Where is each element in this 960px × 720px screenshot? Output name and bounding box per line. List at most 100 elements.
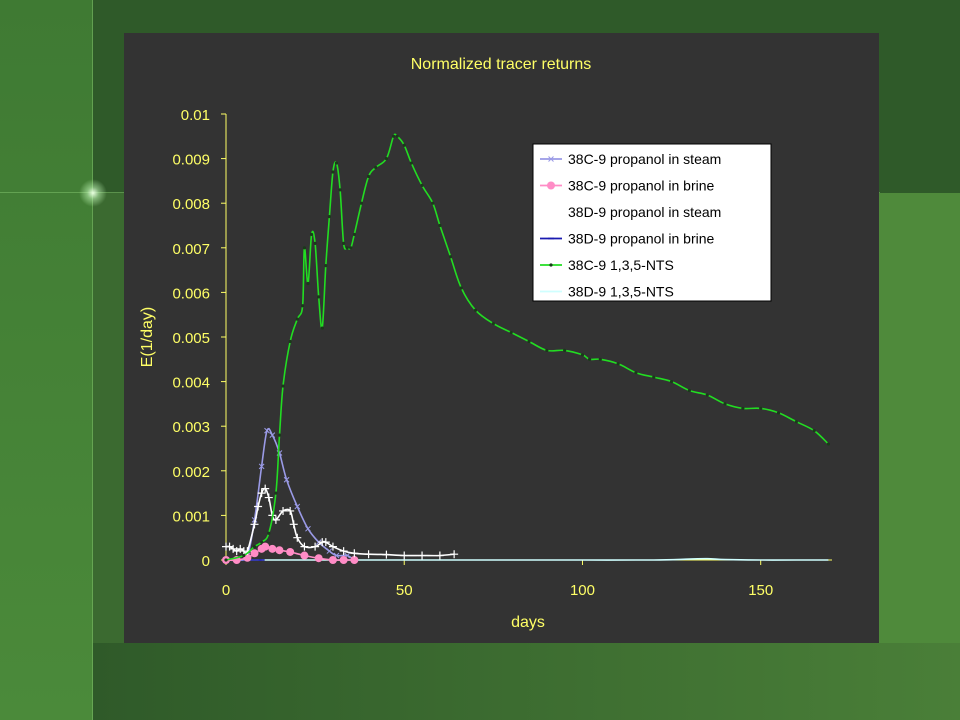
data-point-marker <box>812 429 816 433</box>
data-point-marker <box>826 442 831 446</box>
data-point-marker <box>279 506 288 515</box>
data-point-marker <box>545 348 549 352</box>
data-point-marker <box>252 545 257 549</box>
data-point-marker <box>549 263 553 267</box>
data-point-marker <box>331 170 335 174</box>
data-point-marker <box>264 493 273 502</box>
data-point-marker <box>420 183 424 187</box>
legend-label: 38D-9 propanol in steam <box>568 204 721 220</box>
data-point-marker <box>588 357 592 361</box>
data-point-marker <box>345 246 349 250</box>
data-point-marker <box>257 489 266 498</box>
data-point-marker <box>295 317 299 321</box>
data-point-marker <box>395 134 399 138</box>
y-axis-label: E(1/day) <box>139 307 156 367</box>
data-point-marker <box>547 181 555 190</box>
data-point-marker <box>359 201 364 205</box>
data-point-marker <box>350 556 359 564</box>
background-bottom-band <box>93 643 960 720</box>
data-point-marker <box>794 420 798 424</box>
data-point-marker <box>402 143 406 147</box>
data-point-marker <box>313 241 317 245</box>
decorative-glint <box>79 179 107 207</box>
data-point-marker <box>418 551 427 560</box>
data-point-marker <box>687 388 692 393</box>
series-line <box>226 557 829 561</box>
data-point-marker <box>598 357 602 361</box>
y-tick-label: 0.002 <box>172 464 210 481</box>
x-tick-label: 150 <box>748 582 773 599</box>
data-point-marker <box>283 476 290 483</box>
y-tick-label: 0.007 <box>172 241 210 258</box>
legend-label: 38D-9 1,3,5-NTS <box>568 284 674 300</box>
x-tick-label: 100 <box>570 582 595 599</box>
data-point-marker <box>382 550 391 559</box>
data-point-marker <box>305 525 311 532</box>
legend-label: 38C-9 propanol in steam <box>568 151 721 167</box>
data-point-marker <box>317 295 321 299</box>
data-point-marker <box>314 554 323 563</box>
series-layer <box>222 133 831 564</box>
data-point-marker <box>277 433 282 437</box>
data-point-marker <box>339 547 348 556</box>
data-point-marker <box>281 384 285 388</box>
y-tick-label: 0 <box>202 553 210 570</box>
data-point-marker <box>527 339 531 344</box>
legend-label: 38D-9 propanol in brine <box>568 231 715 247</box>
data-point-marker <box>271 515 280 524</box>
legend-label: 38C-9 propanol in brine <box>568 178 715 194</box>
data-point-marker <box>448 255 453 259</box>
x-tick-label: 50 <box>396 582 413 599</box>
x-axis-label: days <box>511 614 545 631</box>
series-1 <box>222 542 359 564</box>
data-point-marker <box>364 550 373 559</box>
data-point-marker <box>391 134 396 138</box>
data-point-marker <box>300 551 309 560</box>
data-point-marker <box>289 520 298 529</box>
data-point-marker <box>328 556 337 564</box>
data-point-marker <box>326 548 333 554</box>
data-point-marker <box>261 542 270 551</box>
y-tick-label: 0.006 <box>172 285 210 302</box>
data-point-marker <box>563 348 567 352</box>
decorative-vertical-line <box>92 0 93 720</box>
data-point-marker <box>274 491 278 495</box>
data-point-marker <box>548 156 554 162</box>
data-point-marker <box>634 371 638 375</box>
data-point-marker <box>400 551 409 560</box>
data-point-marker <box>450 550 459 559</box>
legend-label: 38C-9 1,3,5-NTS <box>568 257 674 273</box>
data-point-marker <box>301 304 305 308</box>
data-point-marker <box>327 214 331 219</box>
data-point-marker <box>431 201 435 205</box>
data-point-marker <box>509 330 513 335</box>
data-point-marker <box>300 542 309 551</box>
series-line <box>225 427 355 562</box>
data-point-marker <box>261 484 270 493</box>
data-point-marker <box>473 308 478 312</box>
data-point-marker <box>759 406 763 410</box>
data-point-marker <box>267 531 271 535</box>
background-left-band <box>0 0 93 720</box>
data-point-marker <box>616 362 620 366</box>
data-point-marker <box>264 427 270 434</box>
data-point-marker <box>258 463 265 470</box>
data-point-marker <box>286 547 295 556</box>
data-point-marker <box>669 380 674 384</box>
data-point-marker <box>309 232 314 237</box>
data-point-marker <box>250 520 259 529</box>
data-point-marker <box>776 411 781 415</box>
data-point-marker <box>321 538 330 547</box>
data-point-marker <box>384 157 389 161</box>
data-point-marker <box>224 558 228 562</box>
data-point-marker <box>320 326 324 330</box>
data-point-marker <box>250 549 259 558</box>
data-point-marker <box>268 544 277 553</box>
data-point-marker <box>288 339 292 344</box>
data-point-marker <box>349 246 353 250</box>
data-point-marker <box>260 540 264 544</box>
legend: 38C-9 propanol in steam 38C-9 propanol in… <box>532 143 772 302</box>
data-point-marker <box>306 281 310 286</box>
data-point-marker <box>324 264 328 268</box>
y-tick-label: 0.008 <box>172 196 210 213</box>
